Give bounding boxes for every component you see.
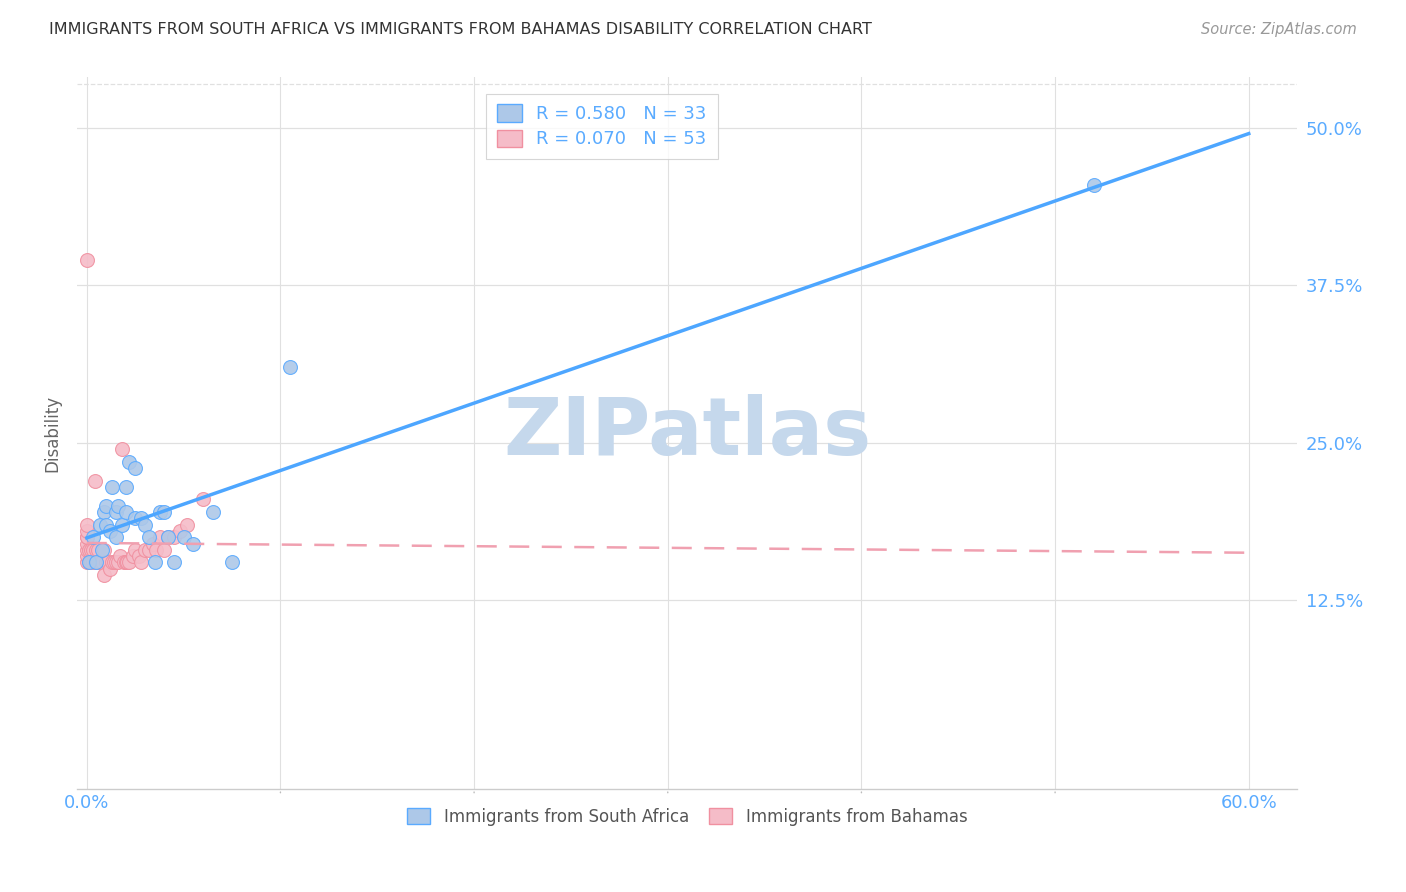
Point [76, 517, 98, 532]
Point [76, 530, 98, 544]
Point [101, 556, 124, 570]
Point [145, 542, 167, 557]
Point [111, 517, 134, 532]
Point [79, 556, 101, 570]
Point [104, 530, 127, 544]
Point [142, 536, 165, 550]
Point [138, 530, 160, 544]
Point [124, 461, 146, 475]
Point [101, 480, 124, 494]
Point [111, 442, 134, 456]
Point [79, 542, 101, 557]
Point [97, 556, 120, 570]
Point [76, 524, 98, 538]
Point [91, 542, 114, 557]
Point [98, 524, 121, 538]
Point [169, 524, 191, 538]
Point [191, 492, 214, 507]
Point [118, 556, 141, 570]
Point [77, 556, 100, 570]
Point [149, 530, 172, 544]
Point [118, 455, 141, 469]
Point [129, 511, 152, 525]
Point [157, 530, 180, 544]
Text: Source: ZipAtlas.com: Source: ZipAtlas.com [1201, 22, 1357, 37]
Point [163, 556, 186, 570]
Point [124, 542, 146, 557]
Point [86, 556, 108, 570]
Point [117, 556, 139, 570]
Point [157, 530, 180, 544]
Point [114, 556, 136, 570]
Point [77, 556, 100, 570]
Point [76, 556, 98, 570]
Point [76, 549, 98, 563]
Point [82, 556, 104, 570]
Point [107, 499, 129, 513]
Point [124, 511, 146, 525]
Point [98, 562, 121, 576]
Point [108, 549, 131, 563]
Point [104, 556, 127, 570]
Point [83, 556, 105, 570]
Point [87, 556, 110, 570]
Point [82, 530, 104, 544]
Text: ZIPatlas: ZIPatlas [503, 394, 872, 473]
Point [91, 556, 114, 570]
Point [107, 556, 129, 570]
Point [1083, 178, 1105, 192]
Point [149, 505, 172, 519]
Point [89, 556, 111, 570]
Point [87, 542, 110, 557]
Point [176, 517, 198, 532]
Point [134, 542, 156, 557]
Point [76, 536, 98, 550]
Point [104, 505, 127, 519]
Point [83, 474, 105, 488]
Point [76, 542, 98, 557]
Point [77, 542, 100, 557]
Point [112, 556, 135, 570]
Point [93, 568, 115, 582]
Point [94, 499, 117, 513]
Point [94, 517, 117, 532]
Point [82, 542, 104, 557]
Point [134, 517, 156, 532]
Point [114, 505, 136, 519]
Point [114, 480, 136, 494]
Point [163, 530, 186, 544]
Point [76, 530, 98, 544]
Point [143, 556, 166, 570]
Point [173, 530, 195, 544]
Point [181, 536, 204, 550]
Point [278, 360, 301, 375]
Point [76, 253, 98, 268]
Point [128, 549, 150, 563]
Point [153, 505, 176, 519]
Point [221, 556, 243, 570]
Point [86, 556, 108, 570]
Point [129, 556, 152, 570]
Point [153, 542, 176, 557]
Text: IMMIGRANTS FROM SOUTH AFRICA VS IMMIGRANTS FROM BAHAMAS DISABILITY CORRELATION C: IMMIGRANTS FROM SOUTH AFRICA VS IMMIGRAN… [49, 22, 872, 37]
Point [93, 542, 115, 557]
Point [138, 542, 160, 557]
Point [122, 549, 145, 563]
Point [103, 556, 125, 570]
Point [86, 542, 108, 557]
Point [93, 505, 115, 519]
Legend: Immigrants from South Africa, Immigrants from Bahamas: Immigrants from South Africa, Immigrants… [399, 799, 976, 834]
Y-axis label: Disability: Disability [44, 395, 60, 472]
Point [94, 556, 117, 570]
Point [89, 517, 111, 532]
Point [201, 505, 224, 519]
